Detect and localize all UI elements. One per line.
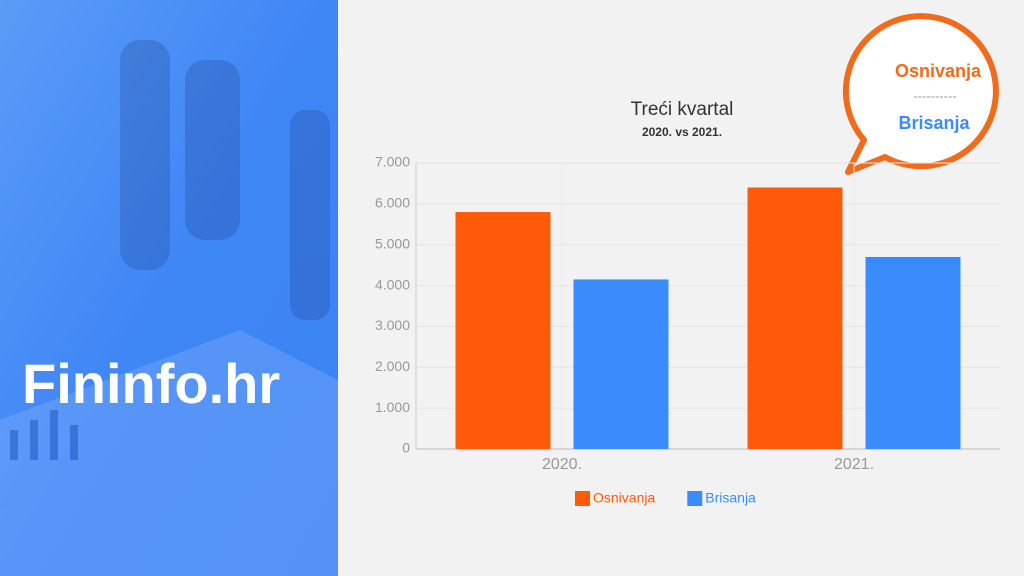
- x-tick-label: 2020.: [542, 456, 582, 473]
- legend-label: Brisanja: [705, 490, 756, 506]
- y-tick-label: 5.000: [375, 235, 410, 251]
- legend-swatch: [687, 491, 703, 506]
- bar: [747, 187, 843, 449]
- y-tick-label: 6.000: [375, 195, 410, 211]
- bubble-separator: ----------: [913, 88, 956, 103]
- photo-shapes: [0, 40, 338, 576]
- bar: [573, 279, 669, 449]
- bubble-bottom: Brisanja: [898, 113, 970, 133]
- y-tick-label: 0: [402, 440, 410, 456]
- brand: Fininfo.hr: [22, 352, 280, 415]
- bar: [865, 256, 961, 449]
- chart-title: Treći kvartal: [631, 99, 734, 120]
- y-tick-label: 1.000: [375, 399, 410, 415]
- bubble-top: Osnivanja: [895, 61, 982, 81]
- y-tick-label: 7.000: [375, 154, 410, 170]
- y-tick-label: 3.000: [375, 317, 410, 333]
- bar: [455, 212, 551, 449]
- legend-label: Osnivanja: [593, 490, 655, 506]
- y-tick-label: 4.000: [375, 276, 410, 292]
- speech-bubble: [842, 13, 999, 175]
- x-tick-label: 2021.: [834, 456, 874, 473]
- y-tick-label: 2.000: [375, 358, 410, 374]
- legend-swatch: [575, 491, 590, 506]
- chart-subtitle: 2020. vs 2021.: [642, 125, 722, 139]
- side-panel: [0, 0, 338, 576]
